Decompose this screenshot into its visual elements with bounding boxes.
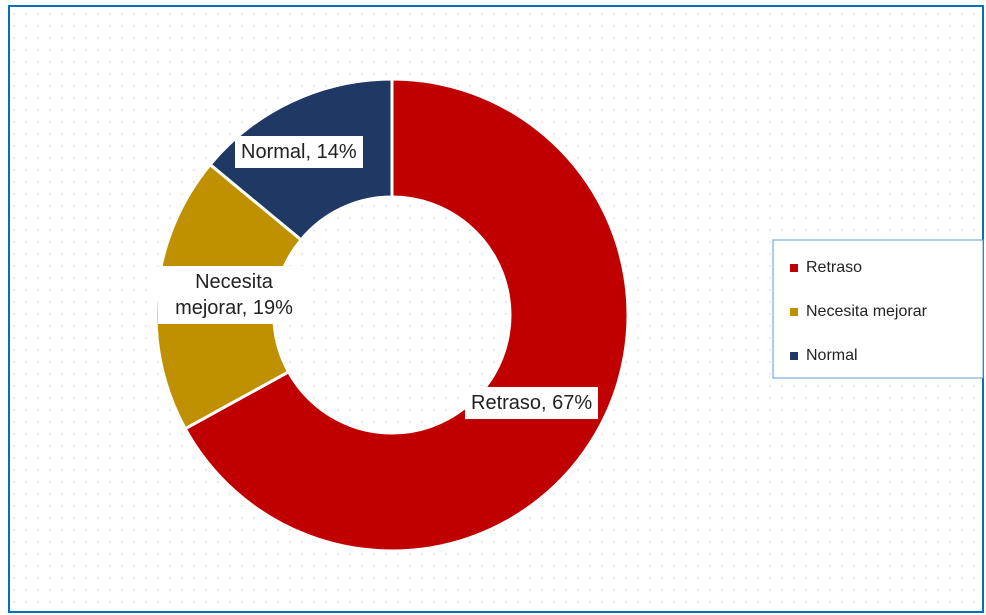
legend-marker <box>790 264 798 272</box>
legend-box <box>772 239 984 379</box>
data-label: Normal, 14% <box>235 136 363 168</box>
data-label: Retraso, 67% <box>465 387 599 419</box>
legend-label: Normal <box>806 347 858 364</box>
legend-marker <box>790 308 798 316</box>
data-label: Necesita mejorar, 19% <box>158 266 310 324</box>
legend-label: Necesita mejorar <box>806 303 928 320</box>
legend-label: Retraso <box>806 259 862 276</box>
donut-slice <box>183 77 630 553</box>
legend-marker <box>790 352 798 360</box>
